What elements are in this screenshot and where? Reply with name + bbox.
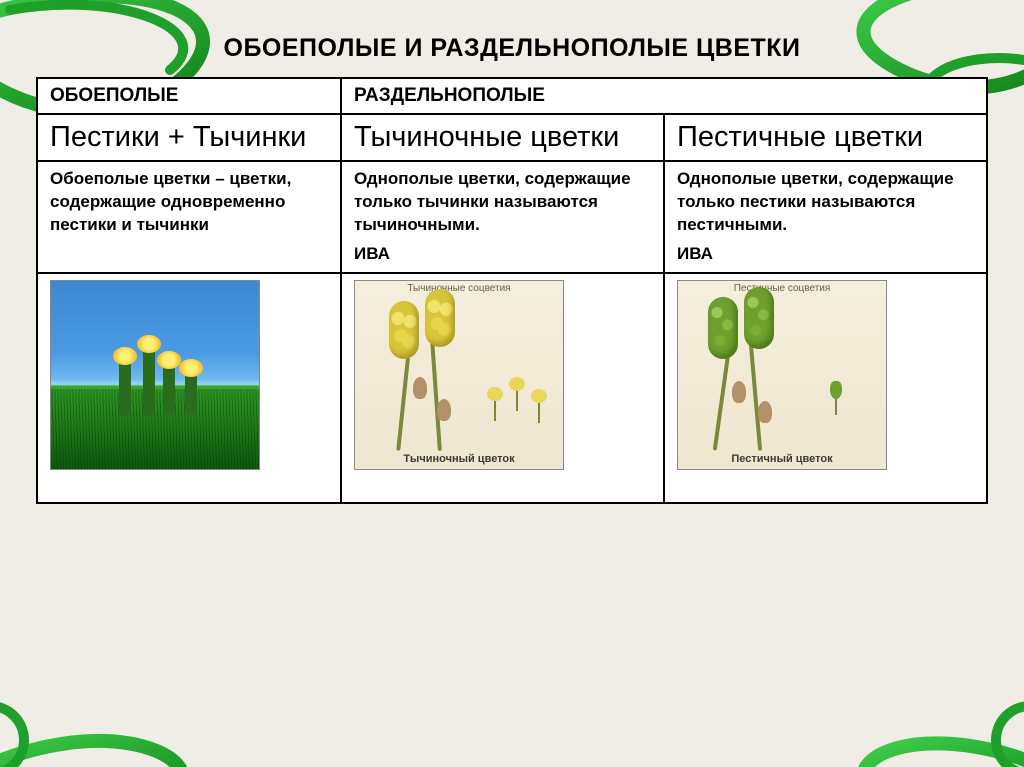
image-cell-bisexual (37, 273, 341, 503)
subtype-stamen: Тычиночные цветки (341, 114, 664, 161)
definition-pistil-example: ИВА (677, 243, 974, 266)
slide-title: ОБОЕПОЛЫЕ И РАЗДЕЛЬНОПОЛЫЕ ЦВЕТКИ (36, 34, 988, 63)
header-row: ОБОЕПОЛЫЕ РАЗДЕЛЬНОПОЛЫЕ (37, 78, 987, 114)
subtype-bisexual: Пестики + Тычинки (37, 114, 341, 161)
definition-row: Обоеполые цветки – цветки, содержащие од… (37, 161, 987, 273)
image-pistil-caption-bottom: Пестичный цветок (678, 453, 886, 465)
definition-pistil: Однополые цветки, содержащие только пест… (664, 161, 987, 273)
definition-stamen: Однополые цветки, содержащие только тычи… (341, 161, 664, 273)
classification-table: ОБОЕПОЛЫЕ РАЗДЕЛЬНОПОЛЫЕ Пестики + Тычин… (36, 77, 988, 504)
image-pistil: Пестичные соцветия Пестичный цветок (677, 280, 887, 470)
header-unisexual: РАЗДЕЛЬНОПОЛЫЕ (341, 78, 987, 114)
definition-pistil-text: Однополые цветки, содержащие только пест… (677, 169, 954, 234)
image-cell-pistil: Пестичные соцветия Пестичный цветок (664, 273, 987, 503)
image-stamen: Тычиночные соцветия Тычиночный цветок (354, 280, 564, 470)
image-pistil-caption-top: Пестичные соцветия (678, 283, 886, 294)
image-stamen-caption-bottom: Тычиночный цветок (355, 453, 563, 465)
definition-bisexual-text: Обоеполые цветки – цветки, содержащие од… (50, 169, 291, 234)
image-cell-stamen: Тычиночные соцветия Тычиночный цветок (341, 273, 664, 503)
subtype-pistil: Пестичные цветки (664, 114, 987, 161)
definition-stamen-example: ИВА (354, 243, 651, 266)
subtype-row: Пестики + Тычинки Тычиночные цветки Пест… (37, 114, 987, 161)
definition-bisexual: Обоеполые цветки – цветки, содержащие од… (37, 161, 341, 273)
definition-stamen-text: Однополые цветки, содержащие только тычи… (354, 169, 631, 234)
image-bisexual (50, 280, 260, 470)
image-stamen-caption-top: Тычиночные соцветия (355, 283, 563, 294)
image-row: Тычиночные соцветия Тычиночный цветок Пе… (37, 273, 987, 503)
header-bisexual: ОБОЕПОЛЫЕ (37, 78, 341, 114)
slide-container: ОБОЕПОЛЫЕ И РАЗДЕЛЬНОПОЛЫЕ ЦВЕТКИ ОБОЕПО… (0, 0, 1024, 767)
